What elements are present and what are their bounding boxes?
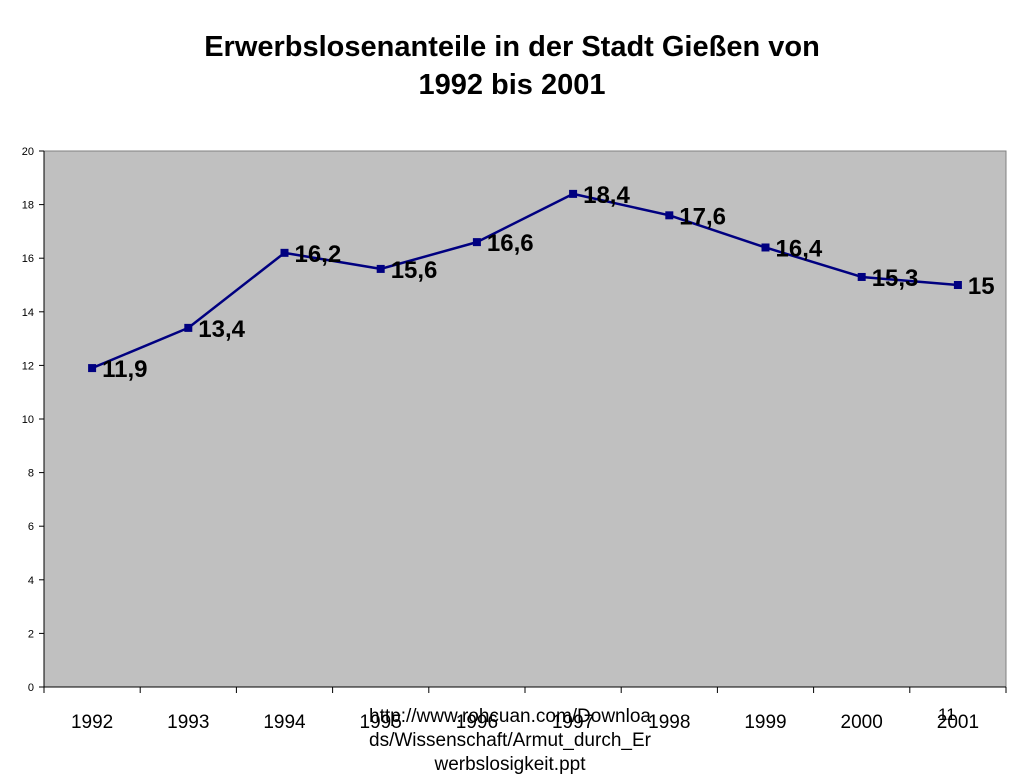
x-tick-label: 2000 <box>841 712 883 733</box>
x-tick-label: 1994 <box>263 712 306 733</box>
y-tick-label: 16 <box>22 253 34 265</box>
data-label: 15 <box>968 273 995 300</box>
data-label: 13,4 <box>198 316 245 343</box>
x-tick-label: 1997 <box>552 712 594 733</box>
data-point-marker <box>280 248 289 257</box>
y-axis: 0 2 4 6 8 10 12 14 16 18 20 <box>22 146 45 694</box>
data-label: 17,6 <box>679 203 726 230</box>
data-label: 11,9 <box>102 356 147 383</box>
y-tick-label: 10 <box>22 414 34 426</box>
chart-title-line-2: 1992 bis 2001 <box>418 69 606 101</box>
chart-title: Erwerbslosenanteile in der Stadt Gießen … <box>0 28 1024 104</box>
x-tick-label: 1992 <box>71 712 113 733</box>
y-tick-label: 4 <box>28 575 34 587</box>
x-tick-label: 1999 <box>744 712 786 733</box>
plot-area <box>43 150 1007 688</box>
source-note: http://www.rohcuan.com/Downloa ds/Wissen… <box>330 705 690 777</box>
data-label: 15,3 <box>872 265 919 292</box>
y-tick-label: 12 <box>22 360 34 372</box>
data-point-marker <box>761 243 770 252</box>
data-point-marker <box>953 281 962 289</box>
data-point-marker <box>857 272 866 281</box>
y-tick-label: 14 <box>22 307 34 319</box>
data-label: 15,6 <box>391 257 438 284</box>
data-point-marker <box>569 189 578 198</box>
y-tick-label: 20 <box>22 146 34 158</box>
series: 11,9 13,4 16,2 15,6 16,6 18,4 17,6 16,4 15,3 15 <box>88 182 995 383</box>
data-point-marker <box>184 323 193 332</box>
data-label: 18,4 <box>583 182 630 209</box>
source-line-1: http://www.rohcuan.com/Downloa <box>369 706 651 727</box>
page-number: 11 <box>938 705 956 724</box>
source-line-2: ds/Wissenschaft/Armut_durch_Er <box>369 730 651 751</box>
x-tick-label: 1996 <box>456 712 498 733</box>
x-tick-label: 1995 <box>360 712 402 733</box>
y-tick-label: 18 <box>22 200 34 212</box>
series-line <box>91 192 959 370</box>
data-point-marker <box>376 264 385 273</box>
data-label: 16,6 <box>487 230 534 257</box>
chart-title-line-1: Erwerbslosenanteile in der Stadt Gießen … <box>204 31 820 63</box>
y-tick-label: 8 <box>28 468 34 480</box>
x-axis: 1992 1993 1994 1995 1996 1997 1998 1999 2000 2001 <box>43 686 1007 733</box>
data-label: 16,2 <box>295 241 342 268</box>
data-point-marker <box>472 238 481 247</box>
data-label: 16,4 <box>776 235 823 262</box>
x-tick-label: 1993 <box>167 712 209 733</box>
x-tick-label: 2001 <box>937 712 979 733</box>
data-point-marker <box>665 211 674 220</box>
y-tick-label: 2 <box>28 628 34 640</box>
data-point-marker <box>88 364 97 373</box>
x-tick-label: 1998 <box>648 712 690 733</box>
y-tick-label: 0 <box>28 682 34 694</box>
y-tick-label: 6 <box>28 521 34 533</box>
source-line-3: werbslosigkeit.ppt <box>434 754 586 775</box>
